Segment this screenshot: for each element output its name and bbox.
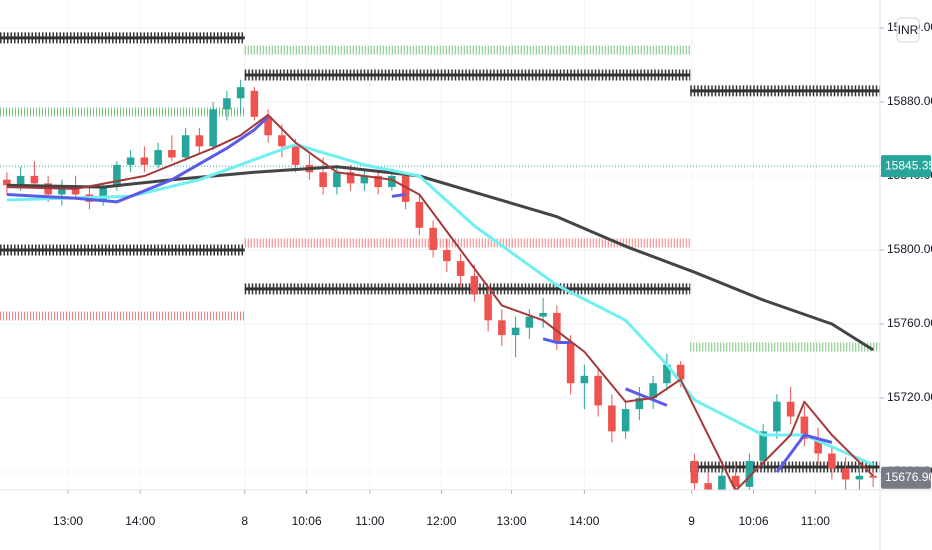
- candle-body: [126, 157, 135, 165]
- candle-body: [278, 135, 286, 147]
- candle-body: [443, 249, 451, 262]
- x-tick-label: 13:00: [496, 514, 526, 528]
- candle-body: [841, 468, 850, 480]
- candle-body: [319, 172, 327, 188]
- x-tick-label: 14:00: [569, 514, 599, 528]
- candle-body: [525, 316, 534, 328]
- candle-body: [195, 135, 204, 147]
- candle-body: [566, 342, 575, 384]
- candle-body: [828, 453, 836, 469]
- candle-body: [800, 416, 809, 439]
- candle-body: [16, 175, 25, 186]
- y-tick-label: 15880.00: [887, 94, 932, 108]
- candle-body: [814, 438, 822, 454]
- price-badge: [881, 155, 931, 178]
- candle-body: [663, 364, 671, 384]
- candle-body: [168, 150, 176, 158]
- candle-body: [704, 483, 712, 490]
- candle-body: [608, 405, 616, 432]
- candle-body: [181, 135, 190, 158]
- candle-body: [498, 320, 506, 336]
- x-tick-label: 8: [241, 514, 248, 528]
- candle-body: [676, 364, 685, 380]
- candle-body: [291, 146, 300, 165]
- x-tick-label: 12:00: [426, 514, 456, 528]
- price-badge-label: 15845.35: [885, 158, 932, 172]
- candle-body: [264, 116, 272, 136]
- candle-body: [594, 375, 602, 406]
- candle-body: [484, 294, 492, 321]
- candle-body: [30, 175, 39, 184]
- candle-body: [456, 261, 465, 276]
- plot-area: [0, 32, 880, 490]
- candle-body: [855, 475, 864, 480]
- candle-body: [745, 460, 754, 487]
- candle-body: [580, 375, 589, 384]
- currency-badge: [896, 17, 920, 43]
- candle-body: [539, 312, 547, 317]
- candle-body: [649, 383, 657, 399]
- x-tick-label: 9: [688, 514, 695, 528]
- candle-body: [113, 164, 121, 188]
- candle-body: [553, 312, 561, 343]
- candle-body: [223, 98, 231, 110]
- x-tick-label: 10:06: [738, 514, 768, 528]
- candle-body: [154, 150, 162, 165]
- price-badge-label: 15676.90: [885, 470, 932, 484]
- candle-body: [374, 175, 382, 188]
- candle-body: [869, 475, 877, 478]
- candle-body: [690, 460, 699, 484]
- candle-body: [3, 179, 11, 186]
- candle-body: [209, 109, 217, 147]
- candle-body: [731, 475, 740, 487]
- grid: [0, 0, 880, 490]
- x-tick-label: 13:00: [53, 514, 83, 528]
- x-tick-label: 14:00: [125, 514, 155, 528]
- candle-body: [511, 327, 520, 336]
- x-tick-label: 11:00: [801, 514, 830, 528]
- candle-body: [99, 187, 107, 202]
- y-tick-label: 15800.00: [887, 242, 932, 256]
- price-badge: [881, 466, 931, 489]
- x-tick-label: 11:00: [355, 514, 384, 528]
- candle-body: [773, 401, 781, 432]
- candle-body: [635, 398, 644, 410]
- candle-body: [140, 157, 149, 165]
- candle-body: [388, 175, 396, 188]
- candle-body: [621, 409, 630, 432]
- y-tick-label: 15760.00: [887, 316, 932, 330]
- y-tick-label: 15720.00: [887, 390, 932, 404]
- moving-average-line: [6, 115, 833, 473]
- candle-body: [786, 401, 795, 417]
- candle-body: [333, 172, 341, 188]
- candle-body: [718, 475, 726, 490]
- candle-body: [71, 187, 80, 195]
- candle-body: [250, 90, 259, 117]
- candle-body: [360, 175, 369, 184]
- candle-body: [236, 87, 245, 99]
- candle-body: [58, 187, 66, 195]
- currency-label: INR: [898, 23, 919, 37]
- moving-average-line: [6, 113, 874, 490]
- candle-body: [429, 227, 437, 250]
- moving-average-line: [6, 143, 874, 466]
- x-tick-label: 10:06: [292, 514, 322, 528]
- candle-body: [470, 275, 479, 295]
- candle-body: [415, 201, 424, 228]
- candle-body: [401, 175, 410, 202]
- candle-body: [346, 172, 355, 184]
- axes: 15680.0015720.0015760.0015800.0015840.00…: [53, 17, 932, 528]
- candle-body: [759, 431, 767, 461]
